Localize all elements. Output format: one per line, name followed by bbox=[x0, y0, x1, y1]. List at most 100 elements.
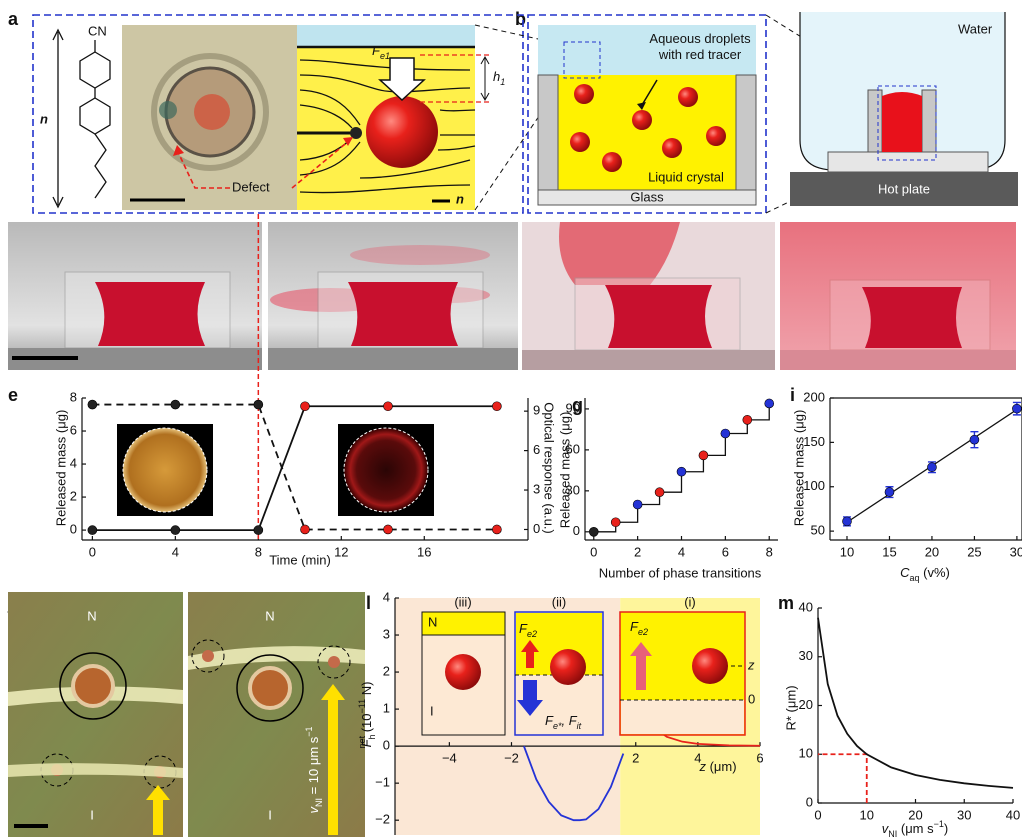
x-title-part: NI bbox=[888, 829, 897, 839]
x-tick-label: 16 bbox=[417, 544, 431, 559]
inset-label: (i) bbox=[684, 594, 696, 609]
y-title-part: −11 bbox=[357, 699, 367, 714]
x-title-part: (v%) bbox=[920, 565, 950, 580]
y-tick-label: 200 bbox=[803, 389, 825, 404]
x-tick-label: 2 bbox=[634, 544, 641, 559]
streak bbox=[350, 245, 490, 265]
panel-label: b bbox=[515, 9, 526, 29]
nematic-label: N bbox=[428, 614, 437, 629]
hot-plate-label: Hot plate bbox=[878, 181, 930, 196]
x-axis-title: Number of phase transitions bbox=[599, 565, 762, 580]
x-title-part: ) bbox=[944, 821, 948, 836]
droplet-label: Aqueous dropletswith red tracer bbox=[649, 31, 751, 62]
data-point bbox=[301, 402, 310, 411]
height-subscript: 1 bbox=[500, 77, 505, 87]
height-label: h1 bbox=[493, 69, 505, 87]
y2-tick-label: 3 bbox=[533, 481, 540, 496]
defect-spot bbox=[159, 101, 177, 119]
y2-tick-label: 0 bbox=[533, 521, 540, 536]
y-title-part: N) bbox=[359, 682, 374, 699]
y-tick-label: 0 bbox=[806, 794, 813, 809]
y-tick-label: 4 bbox=[383, 589, 390, 604]
data-point bbox=[765, 399, 774, 408]
y-axis-title: Released mass (μg) bbox=[53, 410, 68, 527]
data-point bbox=[492, 402, 501, 411]
panel-label: i bbox=[790, 385, 795, 405]
data-point bbox=[970, 435, 979, 444]
x-axis-title: z (μm) bbox=[698, 759, 736, 774]
wall bbox=[922, 90, 936, 152]
x-tick-label: 25 bbox=[967, 544, 981, 559]
droplet bbox=[692, 648, 728, 684]
data-point bbox=[885, 488, 894, 497]
guide-line bbox=[818, 754, 867, 803]
y-tick-label: 150 bbox=[803, 434, 825, 449]
defect-label: Defect bbox=[232, 179, 270, 194]
data-point bbox=[633, 500, 642, 509]
droplet bbox=[550, 649, 586, 685]
panel-label: m bbox=[778, 593, 794, 613]
y-tick-label: 1 bbox=[383, 701, 390, 716]
droplet-label-line: with red tracer bbox=[658, 47, 742, 62]
data-point bbox=[301, 525, 310, 534]
water-layer bbox=[297, 25, 475, 47]
y-title-part: (10 bbox=[359, 714, 374, 736]
glass-label: Glass bbox=[630, 189, 664, 204]
z-label: z bbox=[747, 657, 755, 672]
data-point bbox=[88, 400, 97, 409]
y-tick-label: 0 bbox=[70, 522, 77, 537]
data-point bbox=[383, 525, 392, 534]
y-tick-label: −1 bbox=[375, 775, 390, 790]
data-point bbox=[842, 517, 851, 526]
x-tick-label: 2 bbox=[632, 751, 639, 766]
x-axis-title: Time (min) bbox=[269, 552, 331, 567]
x-tick-label: 6 bbox=[722, 544, 729, 559]
micrographs: N I N I vNI = 10 μm s−1 bbox=[8, 592, 365, 837]
droplet bbox=[445, 654, 481, 690]
data-point bbox=[655, 488, 664, 497]
height-arrow bbox=[481, 57, 489, 100]
data-point bbox=[254, 400, 263, 409]
x-tick-label: 30 bbox=[957, 807, 971, 822]
x-axis-title: Caq (v%) bbox=[900, 565, 950, 583]
data-point bbox=[589, 527, 598, 536]
x-tick-label: 15 bbox=[882, 544, 896, 559]
x-tick-label: 8 bbox=[766, 544, 773, 559]
nematic-label: N bbox=[87, 608, 96, 623]
x-axis-title: vNI (μm s−1) bbox=[882, 819, 948, 839]
x-tick-label: 4 bbox=[678, 544, 685, 559]
series-line bbox=[818, 618, 1013, 788]
data-point bbox=[171, 400, 180, 409]
y2-tick-label: 6 bbox=[533, 442, 540, 457]
wall bbox=[736, 75, 756, 190]
red-lc bbox=[882, 92, 922, 152]
force-subscript: e1 bbox=[380, 51, 390, 61]
data-point bbox=[721, 429, 730, 438]
photos bbox=[8, 222, 1016, 370]
data-point bbox=[383, 402, 392, 411]
y-tick-label: 6 bbox=[70, 422, 77, 437]
x-title-part: (μm s bbox=[897, 821, 934, 836]
x-tick-label: −4 bbox=[442, 751, 457, 766]
l-insets: (iii) (ii) (i) N I Fe2 Fe*, Fit Fe2 z 0 bbox=[422, 594, 755, 735]
y-tick-label: 30 bbox=[799, 648, 813, 663]
y-title-part: net bbox=[357, 735, 367, 748]
droplet-label-line: Aqueous droplets bbox=[649, 31, 751, 46]
wall bbox=[868, 90, 882, 152]
droplet bbox=[250, 668, 290, 708]
isotropic-label: I bbox=[430, 703, 434, 718]
data-point bbox=[699, 451, 708, 460]
director: n bbox=[456, 191, 464, 206]
droplet-core bbox=[194, 94, 230, 130]
force-subscript: e2 bbox=[638, 627, 648, 637]
panel-label: l bbox=[366, 593, 371, 613]
photo-k bbox=[188, 592, 365, 837]
inset-label: (ii) bbox=[552, 594, 566, 609]
panel-a: CN n Fe1 h1 n Defect bbox=[33, 15, 565, 213]
data-point bbox=[611, 518, 620, 527]
x-tick-label: 8 bbox=[255, 544, 262, 559]
x-tick-label: 30 bbox=[1010, 544, 1022, 559]
droplet bbox=[202, 650, 214, 662]
molecule bbox=[53, 30, 110, 207]
